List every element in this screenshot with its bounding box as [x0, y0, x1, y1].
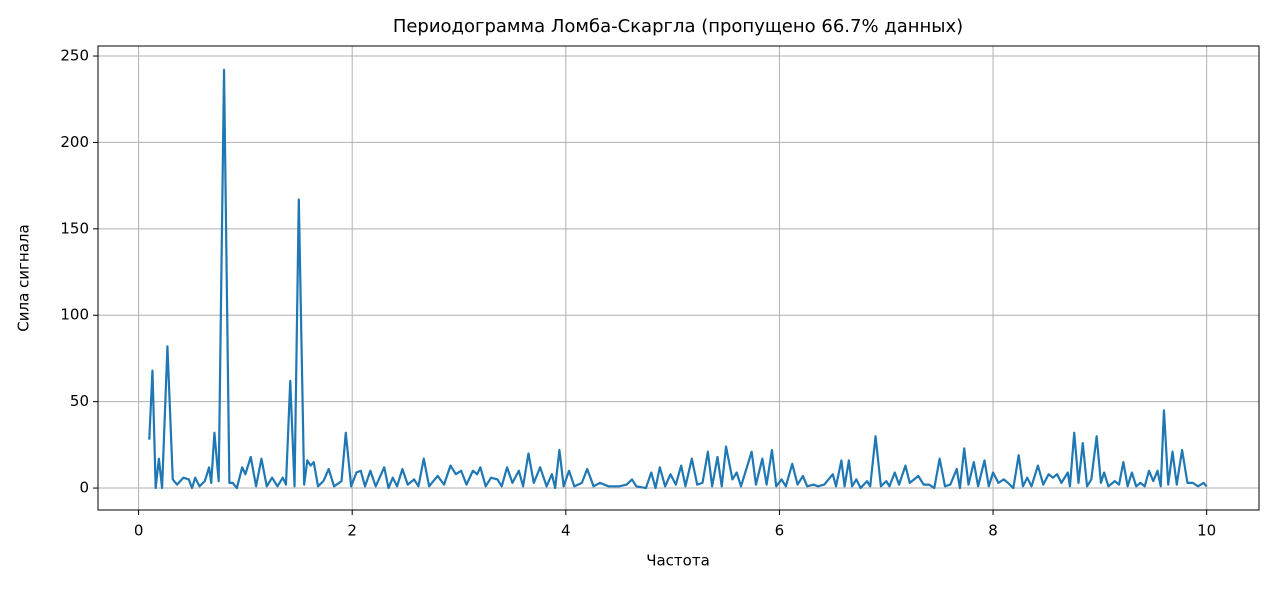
chart-title: Периодограмма Ломба-Скаргла (пропущено 6… — [393, 16, 963, 37]
y-tick-label: 200 — [60, 133, 89, 151]
y-axis-label: Сила сигнала — [15, 224, 33, 331]
y-tick-label: 50 — [70, 392, 89, 410]
x-tick-label: 0 — [134, 522, 144, 540]
y-tick-label: 150 — [60, 219, 89, 237]
x-tick-label: 8 — [988, 522, 998, 540]
plot-frame — [97, 45, 1260, 511]
x-tick-label: 6 — [775, 522, 785, 540]
x-tick-label: 2 — [347, 522, 357, 540]
x-axis-label: Частота — [646, 552, 710, 570]
x-tick-label: 4 — [561, 522, 571, 540]
y-tick-label: 0 — [79, 479, 89, 497]
line-series — [148, 68, 1208, 490]
y-tick-label: 100 — [60, 306, 89, 324]
y-tick-label: 250 — [60, 47, 89, 65]
x-tick-label: 10 — [1197, 522, 1216, 540]
